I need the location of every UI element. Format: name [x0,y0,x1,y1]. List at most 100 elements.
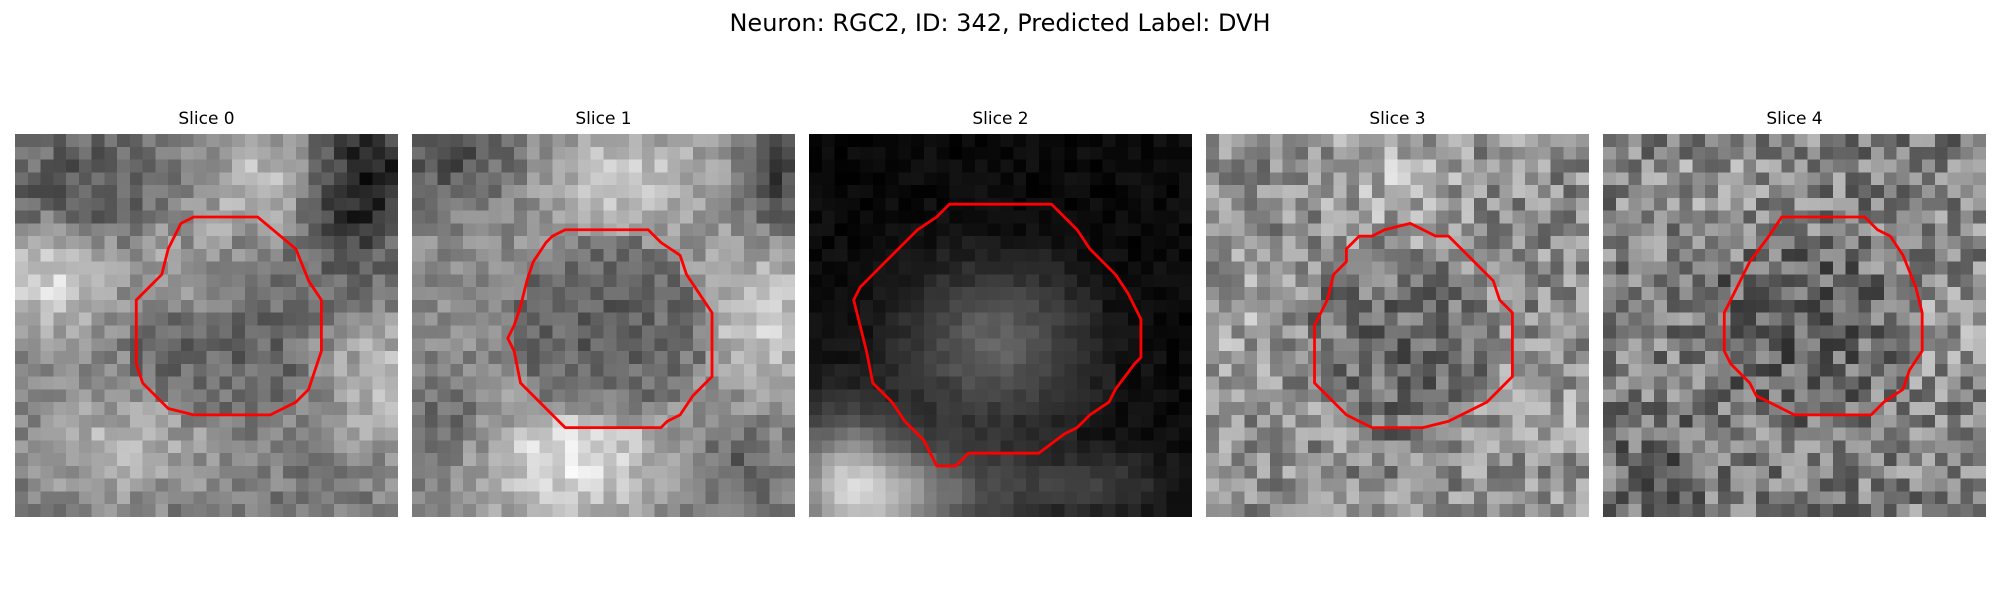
roi-contour [506,228,714,430]
image-pixel [1346,491,1360,505]
image-pixel [552,376,566,390]
image-pixel [692,427,706,441]
image-pixel [1128,376,1142,390]
image-pixel [1563,299,1577,313]
image-pixel [244,325,258,339]
image-pixel [898,185,912,199]
image-pixel [1705,172,1719,186]
image-pixel [898,274,912,288]
image-pixel [1486,299,1500,313]
image-pixel [168,261,182,275]
image-pixel [1410,453,1424,467]
image-pixel [424,261,438,275]
image-pixel [629,172,643,186]
image-pixel [514,248,528,262]
image-pixel [1257,478,1271,492]
image-pixel [552,338,566,352]
image-pixel [1525,261,1539,275]
image-pixel [526,299,540,313]
image-pixel [667,274,681,288]
image-pixel [1525,389,1539,403]
image-pixel [743,312,757,326]
image-pixel [1206,261,1220,275]
image-pixel [1153,210,1167,224]
image-pixel [1244,312,1258,326]
image-pixel [1615,223,1629,237]
image-pixel [385,376,398,390]
image-pixel [1051,465,1065,479]
image-pixel [1320,465,1334,479]
image-pixel [1359,261,1373,275]
image-pixel [1537,261,1551,275]
image-pixel [1371,325,1385,339]
image-pixel [1883,274,1897,288]
image-pixel [552,197,566,211]
image-pixel [142,287,156,301]
image-pixel [142,325,156,339]
image-pixel [1269,172,1283,186]
image-pixel [949,223,963,237]
image-pixel [756,299,770,313]
image-pixel [308,185,322,199]
image-pixel [1883,172,1897,186]
image-pixel [1397,248,1411,262]
image-pixel [155,414,169,428]
image-pixel [104,478,118,492]
image-pixel [885,185,899,199]
image-pixel [718,465,732,479]
image-pixel [475,414,489,428]
image-pixel [1218,134,1232,148]
image-pixel [603,414,617,428]
image-pixel [1692,134,1706,148]
image-pixel [1743,351,1757,365]
image-pixel [923,504,937,517]
image-pixel [1909,504,1923,517]
image-pixel [1397,414,1411,428]
image-pixel [1269,185,1283,199]
image-pixel [1641,351,1655,365]
image-pixel [1128,465,1142,479]
image-pixel [565,159,579,173]
image-pixel [412,427,426,441]
image-pixel [1410,236,1424,250]
image-pixel [1231,491,1245,505]
image-pixel [142,197,156,211]
image-pixel [885,478,899,492]
image-pixel [1692,440,1706,454]
image-pixel [809,185,823,199]
image-pixel [27,376,41,390]
image-pixel [244,338,258,352]
image-pixel [359,351,373,365]
image-pixel [1384,351,1398,365]
image-pixel [1820,261,1834,275]
image-pixel [1384,414,1398,428]
image-pixel [1909,172,1923,186]
image-pixel [1384,325,1398,339]
image-pixel [949,172,963,186]
image-pixel [923,389,937,403]
image-pixel [680,504,694,517]
image-pixel [475,427,489,441]
image-pixel [1320,210,1334,224]
image-pixel [821,299,835,313]
image-pixel [1000,427,1014,441]
image-pixel [104,197,118,211]
image-pixel [1768,261,1782,275]
image-pixel [923,236,937,250]
image-pixel [1384,427,1398,441]
image-pixel [1781,287,1795,301]
image-pixel [1743,414,1757,428]
image-pixel [949,465,963,479]
image-pixel [334,197,348,211]
image-pixel [577,197,591,211]
image-pixel [193,287,207,301]
image-pixel [1603,299,1617,313]
image-pixel [692,402,706,416]
image-pixel [1397,427,1411,441]
image-pixel [962,351,976,365]
image-pixel [860,248,874,262]
image-pixel [1410,504,1424,517]
image-pixel [244,440,258,454]
image-pixel [1410,376,1424,390]
image-pixel [1756,491,1770,505]
